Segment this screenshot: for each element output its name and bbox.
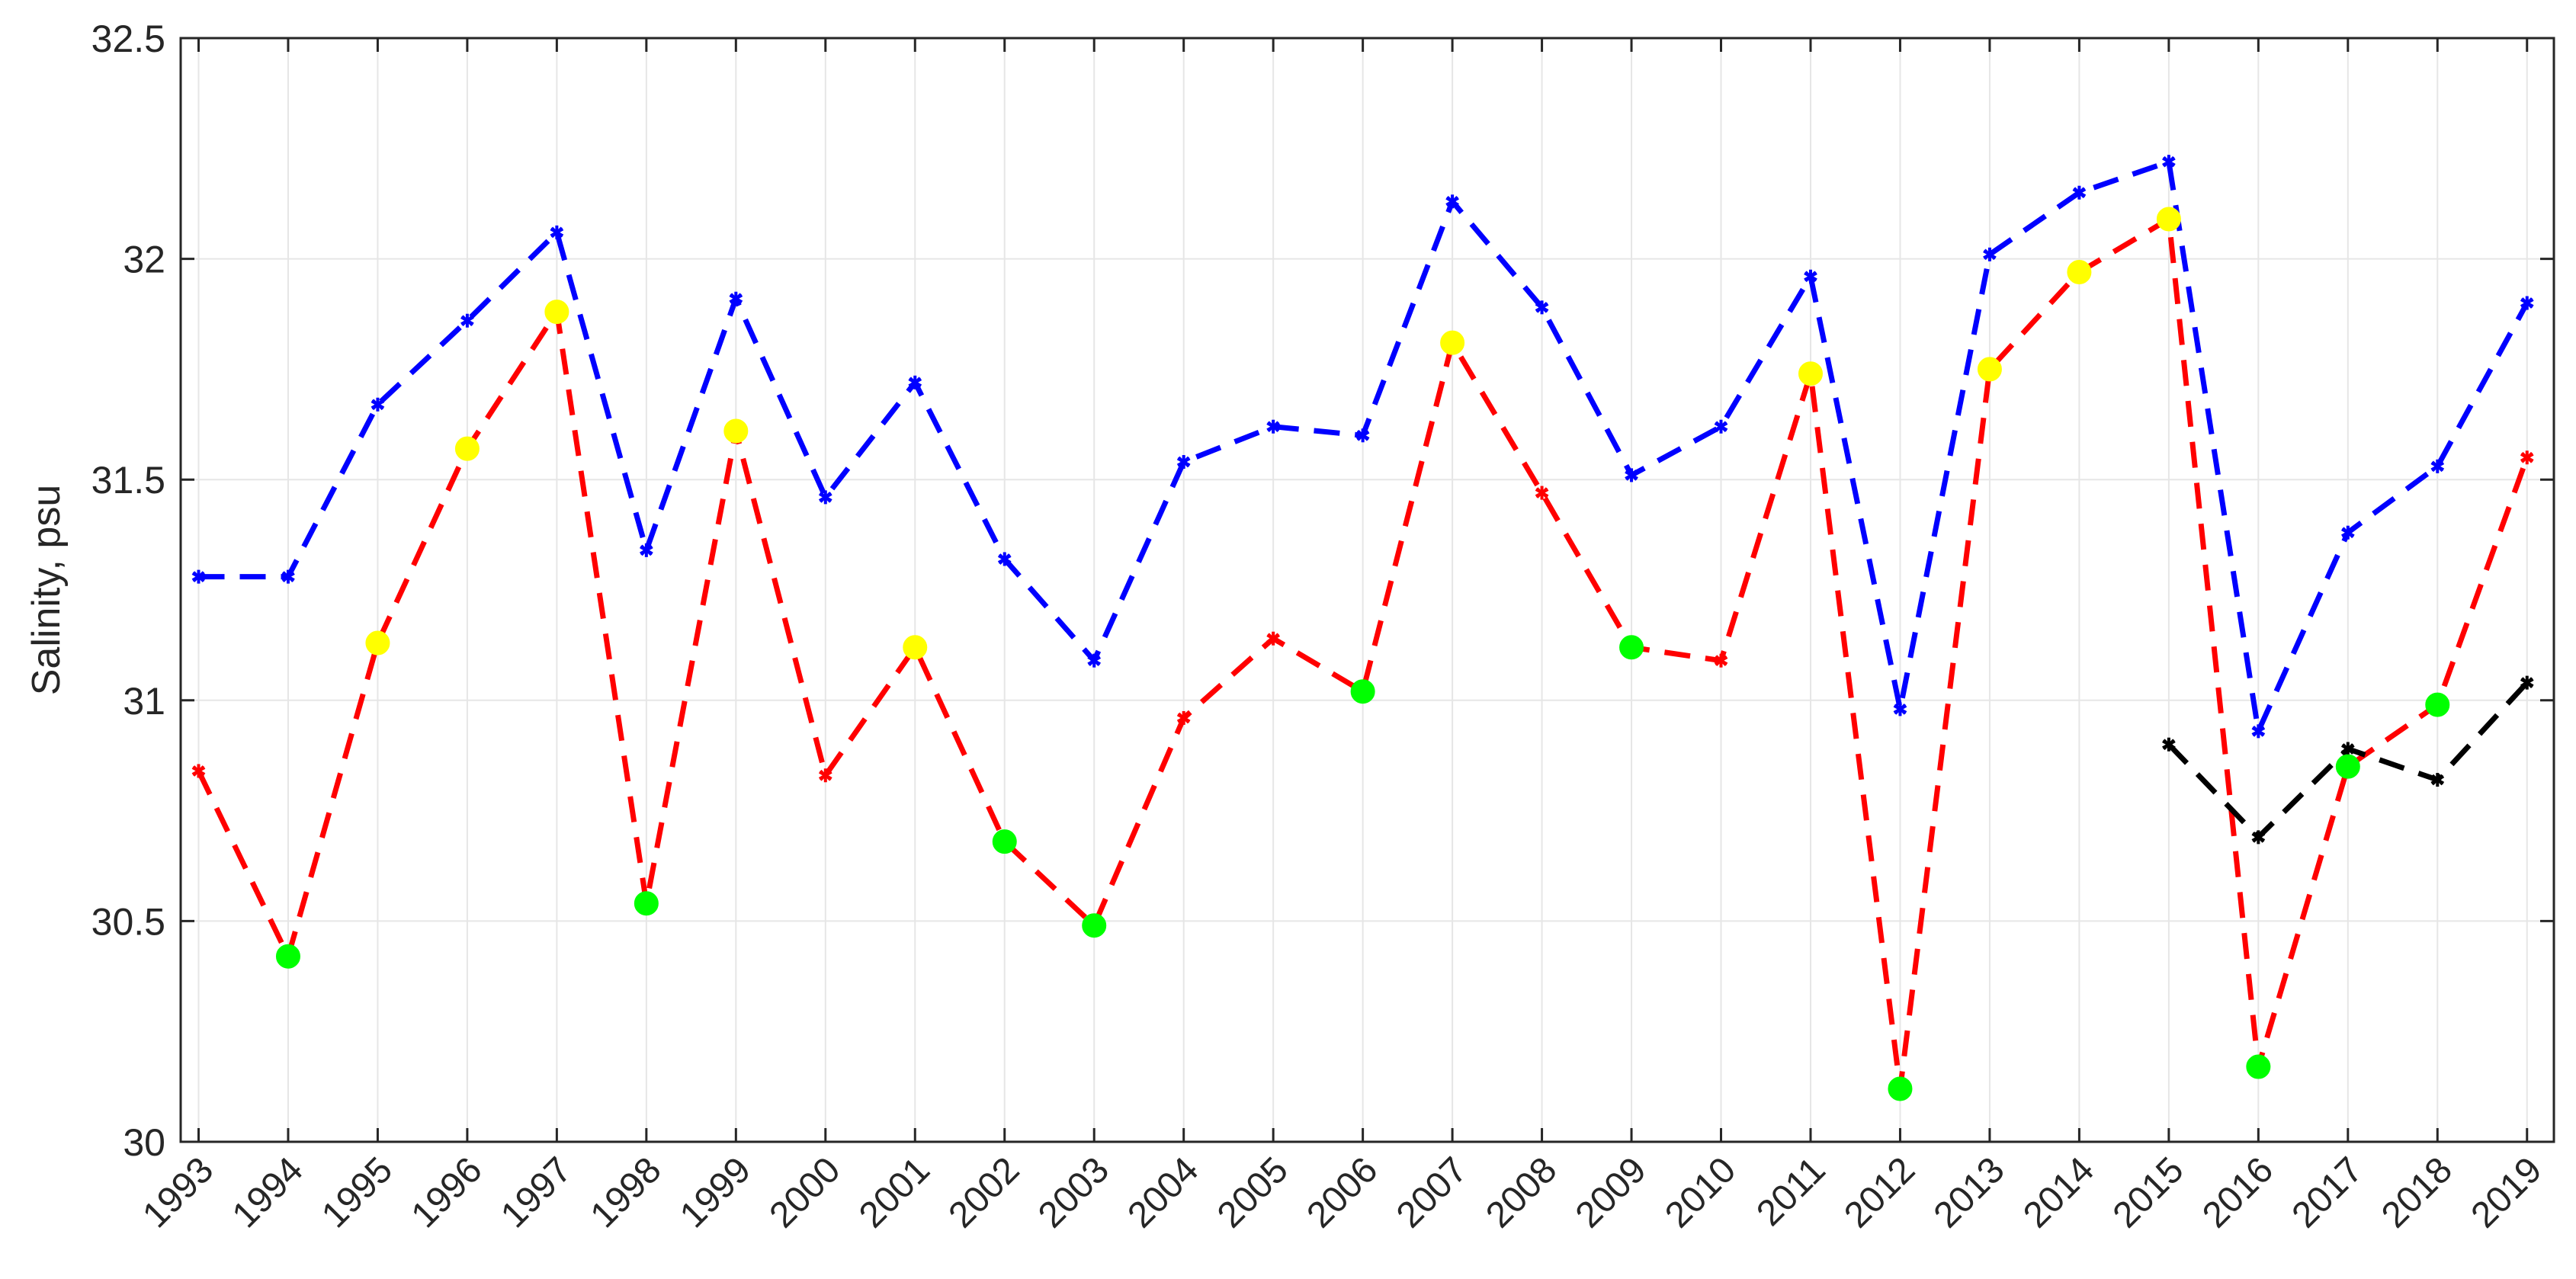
data-point-asterisk xyxy=(1983,247,1997,261)
highlight-point xyxy=(2156,207,2181,232)
y-tick-label: 31 xyxy=(123,680,165,723)
data-point-asterisk xyxy=(1355,428,1370,443)
plot-area-background xyxy=(181,38,2554,1142)
data-point-asterisk xyxy=(2340,742,2355,756)
data-point-asterisk xyxy=(371,397,385,412)
data-point-asterisk xyxy=(640,543,653,557)
data-point-asterisk xyxy=(1176,710,1191,725)
x-tick-label: 1998 xyxy=(583,1149,669,1236)
data-point-asterisk xyxy=(1714,653,1728,668)
highlight-point xyxy=(992,829,1017,854)
x-tick-label: 2014 xyxy=(2016,1149,2102,1236)
highlight-point xyxy=(634,891,659,916)
x-tick-label: 2015 xyxy=(2106,1149,2192,1236)
highlight-point xyxy=(723,418,749,444)
data-point-asterisk xyxy=(1804,269,1817,284)
data-point-asterisk xyxy=(1893,702,1907,716)
highlight-point xyxy=(1888,1076,1913,1101)
highlight-point xyxy=(1798,361,1823,386)
data-point-asterisk xyxy=(1266,419,1280,434)
data-point-asterisk xyxy=(2251,724,2266,739)
highlight-point xyxy=(1082,913,1107,938)
data-point-asterisk xyxy=(281,569,295,584)
highlight-point xyxy=(454,436,480,461)
highlight-point xyxy=(544,300,569,325)
data-point-asterisk xyxy=(191,569,206,584)
x-tick-label: 2005 xyxy=(1210,1149,1296,1236)
x-tick-label: 1995 xyxy=(314,1149,400,1236)
highlight-point xyxy=(1350,679,1375,704)
highlight-point xyxy=(365,630,390,656)
data-point-asterisk xyxy=(2340,525,2355,540)
highlight-point xyxy=(1440,330,1465,355)
data-point-asterisk xyxy=(2162,737,2176,752)
data-point-asterisk xyxy=(818,768,832,783)
highlight-point xyxy=(2246,1054,2271,1079)
y-tick-label: 32 xyxy=(123,239,165,281)
highlight-point xyxy=(1977,357,2002,382)
x-tick-label: 2017 xyxy=(2285,1149,2371,1236)
y-tick-label: 30 xyxy=(123,1121,165,1164)
x-tick-label: 1996 xyxy=(404,1149,490,1236)
highlight-point xyxy=(903,635,928,660)
x-tick-label: 2003 xyxy=(1031,1149,1117,1236)
x-tick-label: 2002 xyxy=(942,1149,1028,1236)
x-tick-label: 2006 xyxy=(1299,1149,1385,1236)
x-tick-label: 1997 xyxy=(493,1149,579,1236)
data-point-asterisk xyxy=(2430,773,2445,787)
data-point-asterisk xyxy=(460,313,474,328)
x-tick-label: 2001 xyxy=(852,1149,938,1236)
x-tick-label: 2016 xyxy=(2195,1149,2281,1236)
data-point-asterisk xyxy=(1087,653,1102,668)
data-point-asterisk xyxy=(2520,675,2534,690)
highlight-point xyxy=(275,944,300,969)
data-point-asterisk xyxy=(1266,631,1280,646)
data-point-asterisk xyxy=(908,375,922,389)
x-tick-label: 2000 xyxy=(762,1149,849,1236)
y-tick-label: 30.5 xyxy=(91,900,165,943)
x-tick-label: 2007 xyxy=(1389,1149,1475,1236)
data-point-asterisk xyxy=(1535,486,1549,500)
y-tick-label: 31.5 xyxy=(91,459,165,502)
data-point-asterisk xyxy=(2430,459,2445,473)
data-point-asterisk xyxy=(818,490,832,505)
x-tick-label: 2010 xyxy=(1657,1149,1744,1236)
x-tick-label: 2008 xyxy=(1478,1149,1564,1236)
x-tick-label: 2011 xyxy=(1749,1149,1833,1233)
data-point-asterisk xyxy=(2520,296,2534,310)
x-tick-label: 2012 xyxy=(1837,1149,1923,1236)
x-tick-label: 1999 xyxy=(672,1149,759,1236)
data-point-asterisk xyxy=(191,764,206,778)
x-tick-label: 2009 xyxy=(1568,1149,1654,1236)
x-tick-label: 2018 xyxy=(2374,1149,2460,1236)
x-tick-label: 2019 xyxy=(2464,1149,2550,1236)
y-tick-label: 32.5 xyxy=(91,18,165,60)
data-point-asterisk xyxy=(1625,468,1638,482)
data-point-asterisk xyxy=(1176,455,1191,470)
highlight-point xyxy=(2425,692,2450,717)
x-tick-label: 2013 xyxy=(1926,1149,2013,1236)
x-tick-label: 1994 xyxy=(225,1149,311,1236)
data-point-asterisk xyxy=(1714,419,1728,434)
highlight-point xyxy=(2067,259,2092,284)
series-markers xyxy=(191,155,2534,1101)
data-point-asterisk xyxy=(2072,185,2087,200)
data-point-asterisk xyxy=(2162,155,2176,169)
highlight-point xyxy=(2335,754,2360,779)
x-tick-label: 2004 xyxy=(1120,1149,1206,1236)
data-point-asterisk xyxy=(550,225,564,239)
data-point-asterisk xyxy=(729,291,743,306)
data-point-asterisk xyxy=(2520,450,2534,465)
data-point-asterisk xyxy=(1445,194,1459,209)
data-point-asterisk xyxy=(1535,300,1549,315)
plot-area-frame xyxy=(179,37,2555,1143)
highlight-point xyxy=(1619,635,1644,660)
data-point-asterisk xyxy=(997,552,1012,566)
y-axis-label: Salinity, psu xyxy=(24,485,69,696)
data-point-asterisk xyxy=(2251,830,2266,845)
